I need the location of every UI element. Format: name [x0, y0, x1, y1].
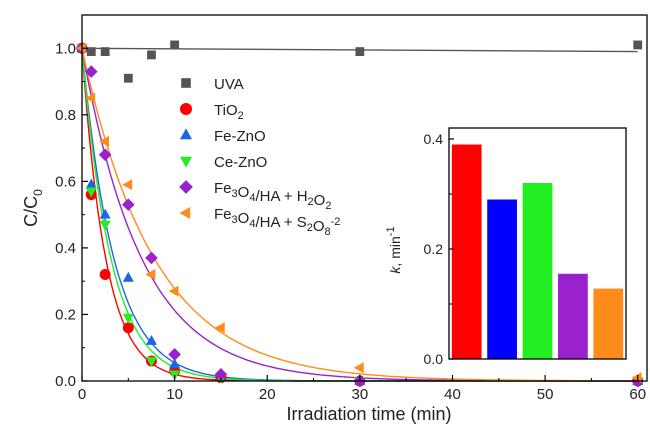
data-point-s5-4 [145, 269, 156, 281]
inset-bar-2 [522, 183, 553, 359]
main-plot: 0 10 20 30 40 50 60 0.0 0.2 0.4 0.6 0.8 1.0 [55, 14, 648, 403]
x-tick-label-5: 50 [537, 386, 554, 403]
inset-frame [448, 127, 627, 360]
inset-y-tick-label-0: 0.0 [424, 351, 444, 367]
data-point-s0-6 [355, 47, 365, 56]
data-point-s4-6 [214, 368, 228, 381]
y-axis-title-subscript: 0 [31, 189, 45, 196]
data-point-s0-2 [100, 47, 110, 56]
x-tick-label-6: 60 [629, 386, 646, 403]
y-axis-label: C/C0 [21, 189, 45, 227]
x-tick-label-0: 0 [78, 386, 86, 403]
data-point-s3-3 [122, 313, 134, 324]
y-tick-label-4: 0.8 [55, 107, 76, 124]
data-point-s1-3 [122, 322, 134, 334]
y-tick-label-1: 0.2 [55, 306, 76, 323]
inset-bar-chart: 0.0 0.2 0.4 [424, 127, 627, 367]
data-point-s4-3 [121, 198, 135, 211]
data-point-s0-3 [123, 73, 133, 83]
legend-label-0: UVA [214, 76, 244, 93]
data-point-s0-1 [86, 47, 96, 56]
data-point-s5-2 [99, 135, 110, 147]
y-tick-label-0: 0.0 [55, 373, 76, 390]
data-point-s2-5 [169, 358, 181, 369]
inset-bar-1 [487, 199, 517, 359]
data-point-s5-5 [168, 285, 179, 297]
data-point-s2-2 [99, 208, 111, 219]
data-point-s4-4 [145, 251, 158, 265]
data-point-s5-7 [353, 362, 364, 374]
y-axis-title: C/C [21, 196, 41, 227]
y-tick-label-2: 0.4 [55, 240, 76, 257]
x-tick-label-3: 30 [352, 386, 369, 403]
legend-label-3: Ce-ZnO [214, 154, 267, 171]
data-point-s5-6 [214, 322, 225, 334]
legend-marker-1 [180, 103, 192, 115]
data-point-s5-1 [85, 92, 96, 104]
x-axis-title: Irradiation time (min) [286, 404, 451, 424]
y-tick-label-5: 1.0 [55, 40, 76, 57]
data-point-s2-4 [145, 335, 157, 345]
data-point-s3-2 [99, 220, 111, 231]
x-tick-label-1: 10 [166, 386, 183, 403]
data-point-s1-2 [99, 269, 111, 281]
data-point-s4-1 [84, 65, 98, 78]
x-tick-label-2: 20 [259, 386, 276, 403]
inset-bar-3 [558, 273, 588, 359]
data-point-s4-5 [168, 348, 181, 361]
inset-y-tick-label-1: 0.2 [424, 241, 444, 257]
legend: UVA TiO2 Fe-ZnO Ce-ZnO Fe3O4/HA + H2O2Fe3O4/… [179, 76, 340, 238]
inset-bar-0 [451, 144, 482, 359]
legend-label-2: Fe-ZnO [214, 128, 266, 145]
data-point-s2-1 [85, 178, 97, 189]
inset-y-axis-title: k [387, 266, 403, 274]
legend-marker-0 [181, 78, 191, 88]
legend-label-4: Fe3O4/HA + H2O2 [214, 180, 331, 212]
data-point-s2-3 [122, 271, 134, 282]
data-point-s0-4 [147, 50, 156, 60]
legend-marker-2 [180, 128, 192, 140]
x-tick-label-4: 40 [444, 386, 461, 403]
data-point-s0-7 [633, 40, 643, 50]
legend-label-1: TiO2 [214, 102, 244, 122]
data-point-s5-0 [75, 42, 86, 54]
inset-y-axis-label: k, min-1 [385, 226, 403, 273]
data-point-s5-3 [122, 179, 133, 191]
inset-y-axis-title-unit: , min [387, 236, 403, 266]
svg-text:k, min-1: k, min-1 [385, 226, 403, 273]
inset-y-axis-title-superscript: -1 [385, 226, 397, 236]
data-point-s3-1 [85, 187, 97, 198]
svg-text:C/C0: C/C0 [21, 189, 45, 227]
y-tick-label-3: 0.6 [55, 173, 76, 190]
inset-bar-4 [593, 288, 624, 359]
data-point-s4-2 [98, 148, 112, 162]
legend-marker-3 [180, 156, 192, 168]
data-point-s3-4 [145, 357, 157, 368]
legend-marker-5 [179, 207, 191, 219]
x-axis-label: Irradiation time (min) [286, 404, 451, 424]
legend-marker-4 [179, 180, 193, 194]
plot-frame [81, 14, 648, 382]
data-point-s0-5 [170, 40, 180, 50]
legend-label-5: Fe3O4/HA + S2O8-2 [214, 206, 340, 238]
inset-y-tick-label-2: 0.4 [424, 131, 444, 147]
